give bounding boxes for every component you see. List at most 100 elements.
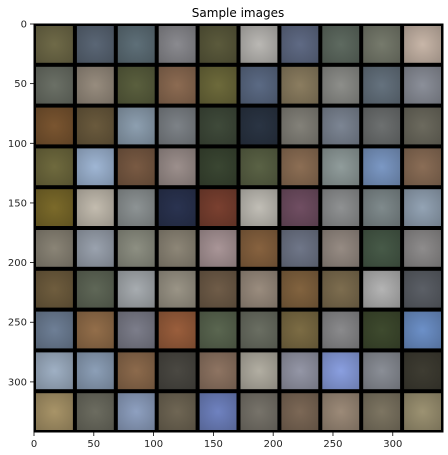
x-tick-label: 250: [323, 439, 342, 450]
sample-image-tile: [76, 107, 114, 145]
sample-image-tile: [36, 148, 73, 186]
sample-image-tile: [158, 393, 196, 430]
y-tick-label: 100: [8, 139, 27, 150]
sample-image-tile: [322, 26, 360, 63]
sample-image-tile: [363, 189, 401, 226]
sample-image-tile: [322, 107, 360, 145]
sample-image-tile: [240, 393, 278, 430]
sample-image-tile: [322, 393, 360, 430]
x-tick-label: 200: [264, 439, 283, 450]
sample-image-tile: [322, 352, 360, 390]
sample-image-tile: [36, 270, 73, 308]
sample-image-tile: [199, 26, 237, 63]
sample-image-tile: [117, 148, 155, 186]
sample-image-tile: [404, 107, 441, 145]
sample-image-tile: [240, 352, 278, 390]
sample-image-tile: [404, 66, 441, 104]
sample-image-tile: [199, 352, 237, 390]
sample-image-tile: [281, 393, 319, 430]
sample-image-tile: [199, 230, 237, 267]
y-axis: 0 50 100 150 200 250 300: [8, 20, 34, 388]
sample-image-tile: [36, 26, 73, 63]
sample-image-tile: [199, 66, 237, 104]
sample-image-tile: [76, 352, 114, 390]
sample-image-tile: [36, 352, 73, 390]
y-tick-label: 0: [21, 20, 27, 31]
sample-image-tile: [281, 107, 319, 145]
sample-image-tile: [363, 230, 401, 267]
sample-image-tile: [199, 270, 237, 308]
sample-image-tile: [322, 66, 360, 104]
sample-image-tile: [117, 270, 155, 308]
sample-image-tile: [363, 311, 401, 349]
sample-image-tile: [36, 311, 73, 349]
sample-image-tile: [117, 352, 155, 390]
sample-image-tile: [76, 26, 114, 63]
sample-image-tile: [240, 311, 278, 349]
chart-title: Sample images: [192, 6, 284, 20]
sample-image-tile: [199, 311, 237, 349]
sample-image-tile: [158, 352, 196, 390]
axes-frame: [33, 23, 444, 433]
sample-image-tile: [404, 352, 441, 390]
sample-image-tile: [404, 270, 441, 308]
sample-image-tile: [117, 189, 155, 226]
x-tick-label: 300: [383, 439, 402, 450]
sample-image-tile: [240, 107, 278, 145]
sample-image-tile: [240, 66, 278, 104]
sample-image-tile: [281, 270, 319, 308]
sample-image-tile: [36, 230, 73, 267]
y-tick-label: 50: [14, 79, 27, 90]
sample-image-tile: [281, 26, 319, 63]
x-tick-label: 100: [144, 439, 163, 450]
sample-image-tile: [363, 66, 401, 104]
sample-image-tile: [240, 230, 278, 267]
sample-image-tile: [158, 230, 196, 267]
sample-image-tile: [281, 189, 319, 226]
sample-image-tile: [158, 26, 196, 63]
sample-image-tile: [363, 352, 401, 390]
y-tick-label: 150: [8, 198, 27, 209]
sample-image-tile: [281, 66, 319, 104]
sample-image-tile: [363, 26, 401, 63]
sample-image-tile: [404, 311, 441, 349]
y-tick-label: 250: [8, 318, 27, 329]
sample-image-tile: [117, 66, 155, 104]
sample-image-tile: [76, 311, 114, 349]
sample-image-tile: [363, 270, 401, 308]
sample-image-tile: [199, 393, 237, 430]
sample-image-tile: [158, 148, 196, 186]
sample-image-tile: [404, 230, 441, 267]
sample-image-tile: [322, 270, 360, 308]
sample-image-tile: [117, 311, 155, 349]
sample-image-tile: [322, 311, 360, 349]
sample-image-tile: [76, 189, 114, 226]
sample-image-tile: [117, 230, 155, 267]
sample-image-tile: [240, 189, 278, 226]
sample-image-tile: [363, 148, 401, 186]
sample-image-tile: [76, 66, 114, 104]
sample-image-tile: [322, 189, 360, 226]
sample-image-tile: [158, 270, 196, 308]
sample-image-tile: [404, 393, 441, 430]
x-tick-label: 50: [87, 439, 100, 450]
sample-image-tile: [158, 107, 196, 145]
sample-image-tile: [76, 270, 114, 308]
sample-image-tile: [158, 311, 196, 349]
sample-image-tile: [322, 230, 360, 267]
sample-image-tile: [281, 148, 319, 186]
x-tick-label: 150: [204, 439, 223, 450]
sample-image-tile: [240, 148, 278, 186]
image-grid: [34, 24, 443, 432]
sample-image-tile: [36, 189, 73, 226]
sample-image-tile: [36, 393, 73, 430]
y-tick-label: 300: [8, 377, 27, 388]
sample-image-tile: [199, 107, 237, 145]
sample-image-tile: [281, 352, 319, 390]
sample-image-tile: [36, 66, 73, 104]
x-axis: 0 50 100 150 200 250 300: [31, 432, 402, 450]
sample-image-tile: [158, 66, 196, 104]
sample-image-tile: [404, 26, 441, 63]
sample-image-tile: [199, 148, 237, 186]
